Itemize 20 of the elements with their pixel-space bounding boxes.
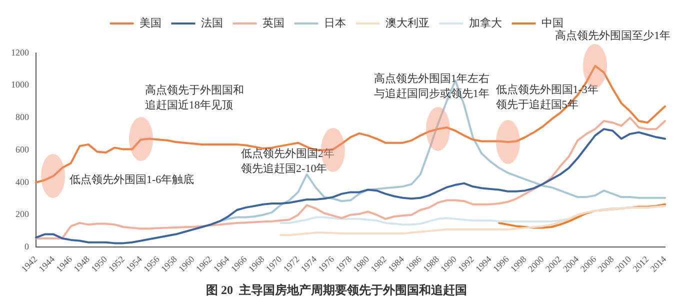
y-tick-label: 1000 bbox=[11, 80, 30, 90]
y-tick-label: 800 bbox=[16, 112, 30, 122]
legend-label: 英国 bbox=[262, 16, 284, 30]
y-tick-label: 400 bbox=[16, 176, 30, 187]
legend-label: 美国 bbox=[139, 16, 162, 30]
legend-label: 法国 bbox=[200, 16, 223, 30]
legend-label: 日本 bbox=[324, 16, 346, 30]
legend-label: 加拿大 bbox=[468, 16, 502, 30]
legend-label: 澳大利亚 bbox=[385, 16, 430, 30]
annotation: 低点领先外围国1-6年触底 bbox=[69, 172, 194, 186]
y-tick-label: 0 bbox=[24, 242, 30, 252]
y-tick-label: 600 bbox=[16, 144, 30, 154]
y-tick-label: 200 bbox=[16, 209, 30, 220]
legend-label: 中国 bbox=[541, 16, 564, 30]
y-tick-label: 1200 bbox=[11, 47, 30, 58]
annotation: 高点领先于外围国和追赶国近18年见顶 bbox=[144, 84, 244, 112]
annotation: 高点领先外围国至少1年 bbox=[555, 28, 671, 42]
annotation: 高点领先外围国1年左右与追赶国同步或领先1年 bbox=[374, 72, 490, 100]
text: 图 20 主导国房地产周期要领先于外围国和追赶国 bbox=[206, 282, 467, 297]
annotation: 低点领先外围国2年领先追赶国2-10年 bbox=[241, 147, 335, 176]
